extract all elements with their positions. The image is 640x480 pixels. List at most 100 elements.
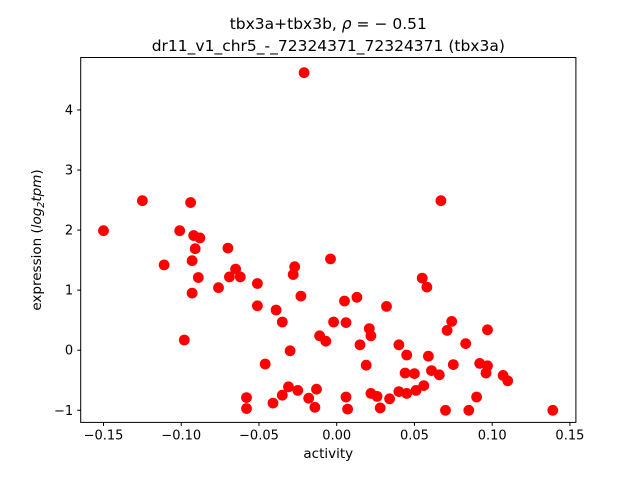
data-point bbox=[440, 404, 451, 416]
data-point bbox=[174, 225, 186, 237]
data-point bbox=[416, 272, 428, 284]
x-axis-label: activity bbox=[303, 446, 353, 462]
x-tick-label: −0.10 bbox=[161, 428, 201, 443]
y-tick-label: 4 bbox=[65, 103, 73, 118]
data-point bbox=[311, 383, 322, 395]
axes-frame bbox=[80, 57, 577, 423]
y-label-variable: tpm bbox=[29, 175, 45, 202]
x-tick-label: −0.15 bbox=[84, 428, 124, 443]
data-point bbox=[384, 393, 395, 405]
data-point bbox=[320, 335, 332, 347]
plot-title-line2: dr11_v1_chr5_-_72324371_72324371 (tbx3a) bbox=[152, 37, 505, 56]
data-point bbox=[471, 391, 482, 403]
data-point bbox=[295, 290, 307, 302]
data-point bbox=[292, 385, 304, 396]
data-point bbox=[259, 358, 271, 370]
data-point bbox=[393, 339, 405, 351]
x-axis-ticks: −0.15 −0.10 −0.05 0.00 0.05 0.10 0.15 bbox=[84, 422, 584, 443]
data-point bbox=[213, 282, 224, 294]
data-point bbox=[421, 281, 433, 293]
data-point bbox=[418, 380, 430, 391]
y-axis-ticks: −1 0 1 2 3 4 bbox=[54, 103, 81, 419]
data-point bbox=[283, 381, 294, 393]
data-point bbox=[365, 330, 377, 342]
data-point bbox=[98, 225, 109, 237]
data-point bbox=[234, 271, 246, 283]
data-point bbox=[340, 391, 352, 403]
y-label-subscript: 2 bbox=[36, 202, 47, 208]
title-prefix: tbx3a+tbx3b, bbox=[230, 15, 342, 33]
data-point bbox=[276, 316, 288, 328]
data-point bbox=[502, 375, 514, 387]
data-point bbox=[252, 300, 263, 312]
data-point bbox=[241, 403, 252, 414]
data-point bbox=[158, 259, 170, 271]
data-point bbox=[447, 359, 459, 370]
data-point bbox=[410, 385, 422, 396]
data-point bbox=[342, 403, 353, 415]
data-point bbox=[194, 232, 206, 244]
data-point bbox=[303, 392, 315, 404]
x-tick-label: 0.10 bbox=[478, 428, 507, 443]
y-label-log: log bbox=[29, 207, 45, 228]
data-point bbox=[178, 334, 190, 346]
y-axis-label: expression (log2tpm) bbox=[29, 169, 47, 310]
data-point bbox=[267, 397, 279, 409]
data-point bbox=[401, 388, 413, 399]
data-point bbox=[399, 367, 411, 379]
y-tick-label: 2 bbox=[65, 224, 73, 239]
data-point bbox=[381, 301, 392, 312]
data-point bbox=[241, 392, 252, 403]
data-point bbox=[460, 338, 472, 349]
data-point bbox=[480, 367, 492, 379]
data-point bbox=[287, 269, 299, 280]
data-point bbox=[189, 243, 201, 255]
data-point bbox=[401, 349, 413, 361]
x-tick-label: 0.15 bbox=[555, 428, 584, 443]
y-tick-label: −1 bbox=[54, 404, 73, 419]
data-point bbox=[371, 391, 383, 402]
data-point bbox=[185, 197, 197, 208]
data-point bbox=[328, 316, 339, 328]
data-point bbox=[463, 404, 475, 416]
data-point bbox=[339, 295, 350, 307]
data-point bbox=[482, 324, 493, 336]
data-point bbox=[186, 255, 198, 267]
data-point bbox=[354, 339, 366, 351]
data-point bbox=[435, 195, 447, 207]
x-tick-label: 0.00 bbox=[322, 428, 351, 443]
data-point bbox=[374, 402, 386, 414]
data-point bbox=[325, 253, 336, 265]
data-point bbox=[230, 263, 242, 275]
title-rho-symbol: ρ bbox=[342, 15, 352, 33]
y-tick-label: 3 bbox=[65, 164, 73, 179]
title-rho-value: = − 0.51 bbox=[352, 15, 427, 33]
data-point bbox=[340, 317, 352, 328]
y-label-prefix: expression ( bbox=[29, 228, 45, 310]
data-point bbox=[222, 242, 234, 254]
data-point bbox=[547, 404, 559, 416]
x-tick-label: 0.05 bbox=[400, 428, 429, 443]
data-point bbox=[446, 316, 458, 327]
data-point bbox=[423, 350, 434, 362]
data-point bbox=[433, 369, 445, 381]
data-point bbox=[360, 359, 372, 371]
data-point bbox=[137, 195, 148, 207]
y-label-suffix: ) bbox=[29, 169, 45, 174]
data-point bbox=[441, 325, 453, 336]
y-tick-label: 0 bbox=[65, 344, 73, 359]
y-tick-label: 1 bbox=[65, 284, 73, 299]
data-point bbox=[309, 401, 321, 413]
data-point bbox=[284, 345, 296, 357]
scatter-points bbox=[98, 67, 559, 416]
data-point bbox=[252, 278, 263, 289]
x-tick-label: −0.05 bbox=[239, 428, 279, 443]
data-point bbox=[351, 291, 363, 303]
data-point bbox=[224, 271, 235, 283]
data-point bbox=[270, 304, 282, 316]
plot-title-line1: tbx3a+tbx3b, ρ = − 0.51 bbox=[230, 15, 427, 33]
data-point bbox=[298, 67, 310, 79]
data-point bbox=[192, 272, 204, 283]
